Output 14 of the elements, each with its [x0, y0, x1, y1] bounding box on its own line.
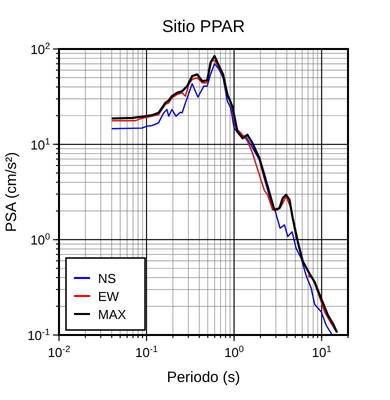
legend-label: NS	[98, 271, 116, 286]
x-tick-label: 10$^{1}$	[312, 344, 332, 360]
chart-title: Sitio PPAR	[162, 17, 245, 36]
x-tick-label: 10$^{-2}$	[48, 344, 70, 360]
x-axis-title: Periodo (s)	[166, 369, 240, 386]
legend-label: EW	[98, 289, 120, 304]
y-tick-label: 10$^{0}$	[30, 232, 50, 248]
legend-label: MAX	[98, 307, 126, 322]
x-tick-label: 10$^{-1}$	[135, 344, 158, 360]
y-tick-label: 10$^{2}$	[30, 41, 50, 57]
x-tick-label: 10$^{0}$	[224, 344, 244, 360]
y-axis-title: PSA (cm/s²)	[3, 152, 20, 232]
y-tick-label: 10$^{-1}$	[27, 327, 50, 343]
y-tick-label: 10$^{1}$	[30, 136, 50, 152]
